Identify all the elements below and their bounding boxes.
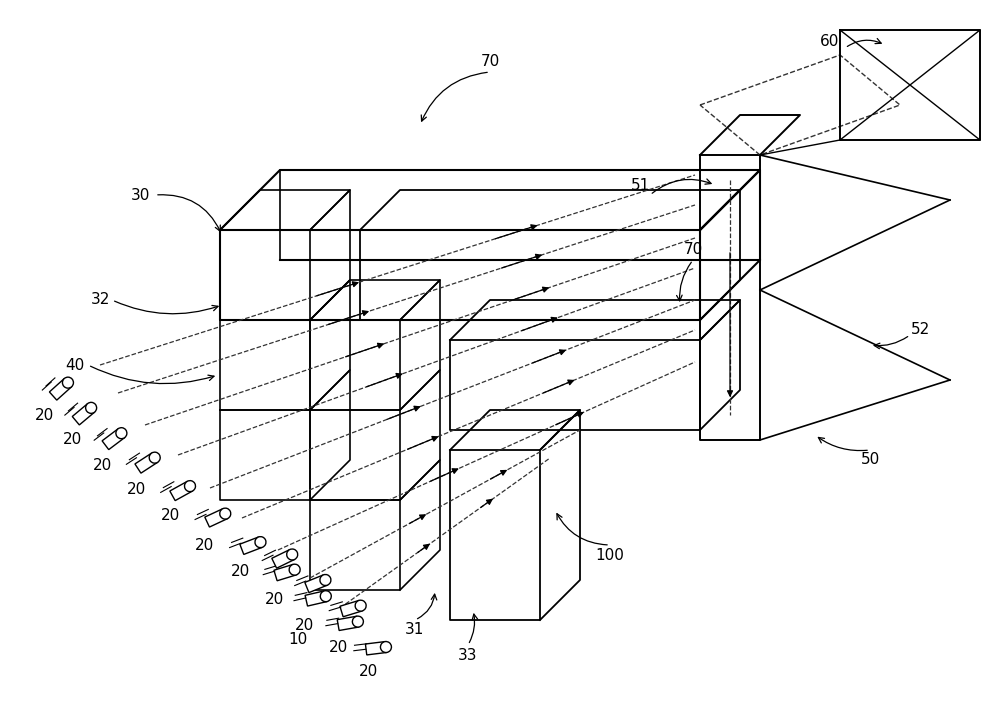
Text: 50: 50 <box>860 452 880 468</box>
Text: 60: 60 <box>820 35 840 49</box>
Ellipse shape <box>149 452 160 463</box>
Text: 40: 40 <box>65 357 85 372</box>
Bar <box>170 481 193 501</box>
Ellipse shape <box>380 642 391 653</box>
Bar <box>274 564 296 581</box>
Text: 70: 70 <box>480 54 500 70</box>
Bar <box>102 429 125 449</box>
Ellipse shape <box>320 591 331 602</box>
Bar <box>49 378 72 400</box>
Text: 20: 20 <box>92 457 112 473</box>
Ellipse shape <box>289 564 300 575</box>
Text: 52: 52 <box>910 322 930 338</box>
Text: 100: 100 <box>596 547 624 563</box>
Ellipse shape <box>255 537 266 547</box>
Text: 20: 20 <box>35 407 55 423</box>
Ellipse shape <box>287 549 298 560</box>
Text: 20: 20 <box>358 664 378 680</box>
Ellipse shape <box>86 402 97 413</box>
Ellipse shape <box>320 574 331 585</box>
Bar <box>240 537 262 555</box>
Text: 51: 51 <box>630 177 650 192</box>
Text: 10: 10 <box>288 632 308 648</box>
Bar <box>305 575 327 592</box>
Bar <box>272 550 295 568</box>
Text: 20: 20 <box>126 483 146 497</box>
Text: 20: 20 <box>328 640 348 656</box>
Ellipse shape <box>355 600 366 611</box>
Text: 32: 32 <box>90 293 110 308</box>
Bar <box>205 509 228 527</box>
Bar <box>72 404 95 425</box>
Bar <box>305 591 327 606</box>
Text: 20: 20 <box>62 433 82 447</box>
Text: 20: 20 <box>295 618 315 632</box>
Text: 70: 70 <box>683 242 703 258</box>
Bar <box>365 642 387 655</box>
Ellipse shape <box>116 428 127 439</box>
Text: 20: 20 <box>195 537 215 552</box>
Bar <box>340 600 362 617</box>
Text: 31: 31 <box>405 622 425 637</box>
Bar <box>337 616 359 630</box>
Ellipse shape <box>62 377 73 388</box>
Ellipse shape <box>184 481 195 492</box>
Text: 33: 33 <box>458 648 478 663</box>
Ellipse shape <box>220 508 231 519</box>
Ellipse shape <box>352 616 363 627</box>
Text: 30: 30 <box>130 187 150 203</box>
Bar <box>135 453 158 473</box>
Text: 20: 20 <box>160 508 180 523</box>
Text: 20: 20 <box>230 565 250 579</box>
Text: 20: 20 <box>265 592 285 608</box>
